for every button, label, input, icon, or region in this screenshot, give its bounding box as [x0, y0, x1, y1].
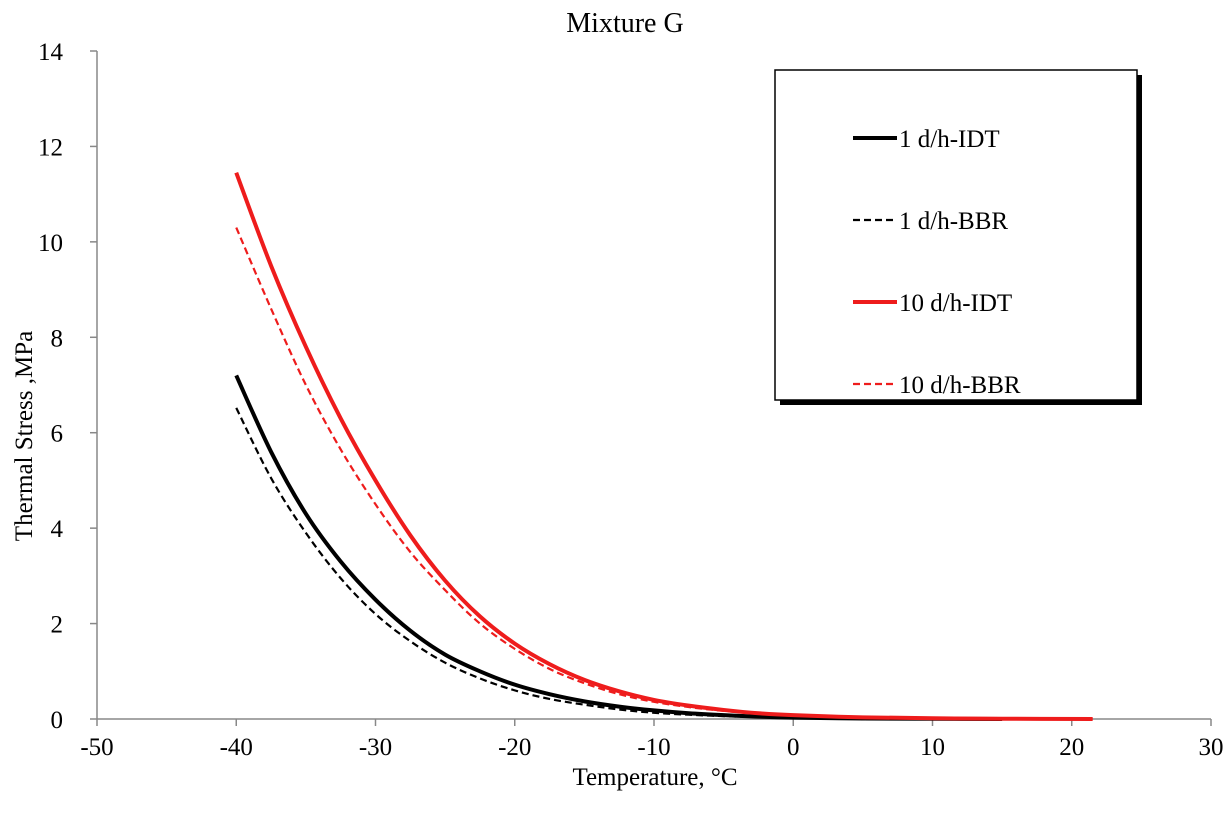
legend: 1 d/h-IDT 1 d/h-BBR 10 d/h-IDT 10 d/h-BBR: [774, 69, 1142, 405]
y-tick-label: 8: [51, 325, 64, 352]
y-tick-label: 2: [51, 612, 64, 639]
y-tick-label: 10: [38, 230, 63, 257]
chart-title: Mixture G: [566, 8, 683, 39]
x-tick-label: 20: [1059, 734, 1084, 761]
series-line-10-d-h-idt: [234, 171, 1093, 721]
y-tick-label: 14: [38, 39, 64, 66]
series-line-1-d-h-bbr: [235, 407, 1003, 721]
x-tick-label: -40: [220, 734, 253, 761]
series-layer: [234, 171, 1093, 721]
y-tick-label: 6: [51, 421, 64, 448]
x-tick-label: 30: [1199, 734, 1224, 761]
x-tick-label: -50: [80, 734, 113, 761]
legend-box: [774, 69, 1138, 401]
x-tick-label: 0: [787, 734, 800, 761]
legend-label: 10 d/h-BBR: [899, 372, 1021, 399]
legend-label: 10 d/h-IDT: [899, 290, 1012, 317]
x-tick-label: -30: [359, 734, 392, 761]
legend-label: 1 d/h-IDT: [899, 126, 1000, 153]
y-axis-title: Thermal Stress ,MPa: [11, 331, 38, 541]
y-tick-label: 0: [51, 707, 64, 734]
x-axis-title: Temperature, °C: [572, 764, 737, 791]
x-tick-label: 10: [920, 734, 945, 761]
axes: 0 2 4 6 8 10 12 14 -50 -40 -30 -20 -10 0 10 20 30: [38, 39, 1224, 761]
x-tick-label: -20: [498, 734, 531, 761]
legend-label: 1 d/h-BBR: [899, 208, 1008, 235]
x-tick-label: -10: [637, 734, 670, 761]
y-tick-label: 4: [51, 516, 64, 543]
series-line-1-d-h-idt: [234, 374, 1003, 721]
y-tick-label: 12: [38, 134, 63, 161]
